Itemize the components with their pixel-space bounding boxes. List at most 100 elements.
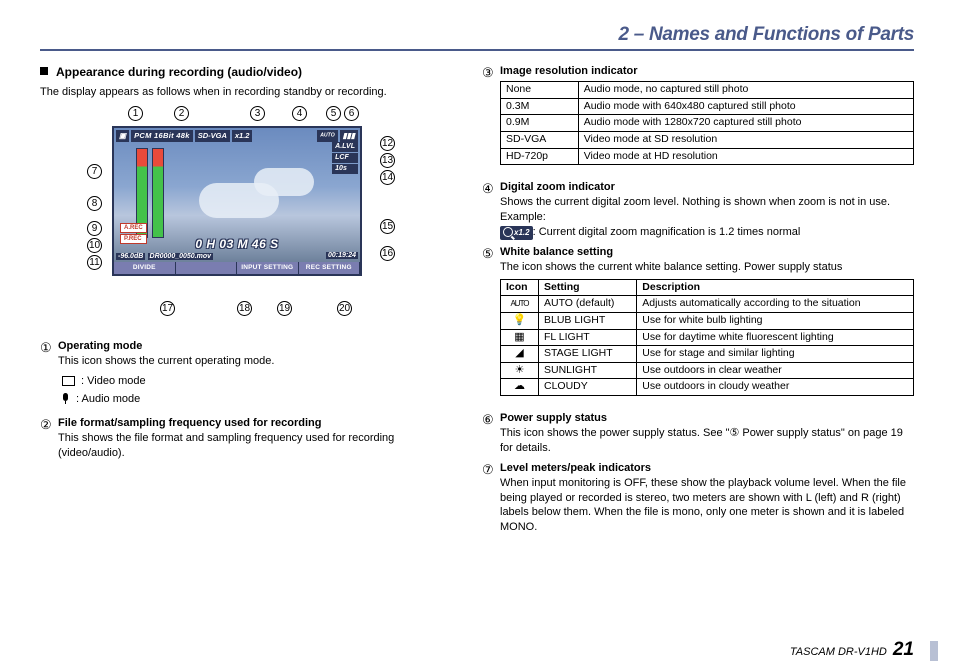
section-title: Appearance during recording (audio/video… (40, 65, 454, 79)
tab-rec: REC SETTING (299, 262, 361, 274)
intro-text: The display appears as follows when in r… (40, 85, 454, 100)
lcd-res: SD-VGA (195, 130, 230, 142)
res-desc: Audio mode with 1280x720 captured still … (578, 115, 913, 132)
callout-13: 13 (380, 153, 395, 168)
item-title: Digital zoom indicator (500, 181, 914, 193)
item-desc: The icon shows the current white balance… (500, 260, 914, 275)
callout-2: 2 (174, 106, 189, 121)
item-number: ⑦ (482, 462, 500, 535)
item-6: ⑥ Power supply status This icon shows th… (482, 412, 914, 456)
item-title: Level meters/peak indicators (500, 462, 914, 474)
table-row: HD-720pVideo mode at HD resolution (501, 148, 914, 165)
lcd-wb-icon: ᴬᵁᵀᴼ (317, 130, 338, 142)
tab-blank (176, 262, 238, 274)
item-desc: This icon shows the current operating mo… (58, 354, 454, 369)
item-title: White balance setting (500, 246, 914, 258)
zoom-badge-icon: x1.2 (500, 226, 533, 240)
wb-setting: FL LIGHT (539, 329, 637, 346)
callout-11: 11 (87, 255, 102, 270)
video-mode-icon (62, 376, 75, 386)
item-number: ③ (482, 65, 500, 175)
callout-9: 9 (87, 221, 102, 236)
table-header: Icon Setting Description (501, 279, 914, 296)
section-title-text: Appearance during recording (audio/video… (56, 65, 302, 79)
callout-3: 3 (250, 106, 265, 121)
resolution-table: NoneAudio mode, no captured still photo … (500, 81, 914, 165)
res-desc: Video mode at HD resolution (578, 148, 913, 165)
lcd-figure: ▣ PCM 16Bit 48k SD-VGA x1.2 ᴬᵁᵀᴼ ▮▮▮ A.L… (82, 106, 412, 326)
res-desc: Audio mode with 640x480 captured still p… (578, 98, 913, 115)
auto-icon: AUTO (510, 300, 528, 308)
footer-brand: TASCAM DR-V1HD (790, 646, 887, 658)
lcd-screen: ▣ PCM 16Bit 48k SD-VGA x1.2 ᴬᵁᵀᴼ ▮▮▮ A.L… (112, 126, 362, 276)
wb-setting: SUNLIGHT (539, 362, 637, 379)
table-row: SD-VGAVideo mode at SD resolution (501, 131, 914, 148)
res-key: 0.9M (501, 115, 579, 132)
callout-7: 7 (87, 164, 102, 179)
fl-icon: ▦ (514, 332, 524, 343)
callout-17: 17 (160, 301, 175, 316)
page-number: 21 (893, 639, 914, 661)
mode-row: : Video mode (62, 375, 454, 387)
mode-label: : Video mode (81, 375, 146, 387)
square-bullet-icon (40, 67, 48, 75)
mode-row: : Audio mode (62, 393, 454, 405)
res-key: None (501, 82, 579, 99)
wb-setting: BLUB LIGHT (539, 312, 637, 329)
audio-mode-icon (62, 393, 70, 404)
arec-badge: A.REC (120, 223, 147, 233)
item-title: Image resolution indicator (500, 65, 914, 77)
table-row: ◢STAGE LIGHTUse for stage and similar li… (501, 346, 914, 363)
page-corner-icon (930, 641, 938, 661)
zoom-example: x1.2: Current digital zoom magnification… (500, 225, 914, 240)
lcd-topbar: ▣ PCM 16Bit 48k SD-VGA x1.2 ᴬᵁᵀᴼ ▮▮▮ (116, 130, 358, 142)
callout-4: 4 (292, 106, 307, 121)
lcd-timer: 10s (332, 164, 358, 174)
wb-desc: Use for daytime white fluorescent lighti… (637, 329, 914, 346)
table-row: 0.9MAudio mode with 1280x720 captured st… (501, 115, 914, 132)
table-row: NoneAudio mode, no captured still photo (501, 82, 914, 99)
callout-10: 10 (87, 238, 102, 253)
item-title: Operating mode (58, 340, 454, 352)
item-desc: This shows the file format and sampling … (58, 431, 454, 461)
wb-desc: Use for stage and similar lighting (637, 346, 914, 363)
item-desc: When input monitoring is OFF, these show… (500, 476, 914, 535)
callout-8: 8 (87, 196, 102, 211)
lcd-db: -96.0dB (116, 253, 145, 260)
res-desc: Audio mode, no captured still photo (578, 82, 913, 99)
wb-h-icon: Icon (501, 279, 539, 296)
item-desc: Shows the current digital zoom level. No… (500, 195, 914, 210)
item-7: ⑦ Level meters/peak indicators When inpu… (482, 462, 914, 535)
callout-16: 16 (380, 246, 395, 261)
callout-6: 6 (344, 106, 359, 121)
lcd-remain: 00:19:24 (326, 252, 358, 259)
table-row: ☀SUNLIGHTUse outdoors in clear weather (501, 362, 914, 379)
item-number: ⑥ (482, 412, 500, 456)
lcd-bottom: 0 H 03 M 46 S -96.0dB DR0000_0050.mov 00… (116, 237, 358, 260)
table-row: 💡BLUB LIGHTUse for white bulb lighting (501, 312, 914, 329)
wb-icon-cell: AUTO (501, 296, 539, 313)
item-1: ① Operating mode This icon shows the cur… (40, 340, 454, 411)
item-2: ② File format/sampling frequency used fo… (40, 417, 454, 461)
item-title: File format/sampling frequency used for … (58, 417, 454, 429)
tab-input: INPUT SETTING (237, 262, 299, 274)
lcd-lcf: LCF (332, 153, 358, 163)
sun-icon: ☀ (515, 365, 525, 376)
lcd-file: DR0000_0050.mov (148, 253, 214, 260)
wb-setting: AUTO (default) (539, 296, 637, 313)
lcd-tabbar: DIVIDE INPUT SETTING REC SETTING (114, 262, 360, 274)
item-3: ③ Image resolution indicator NoneAudio m… (482, 65, 914, 175)
lcd-mode-icon: ▣ (116, 130, 129, 142)
item-number: ④ (482, 181, 500, 240)
left-column: Appearance during recording (audio/video… (40, 65, 454, 541)
stage-icon: ◢ (515, 348, 523, 359)
page-footer: TASCAM DR-V1HD 21 (790, 639, 914, 661)
zoom-desc: : Current digital zoom magnification is … (533, 226, 801, 238)
res-key: SD-VGA (501, 131, 579, 148)
right-column: ③ Image resolution indicator NoneAudio m… (482, 65, 914, 541)
callout-19: 19 (277, 301, 292, 316)
meter-r (152, 148, 164, 238)
callout-1: 1 (128, 106, 143, 121)
wb-h-setting: Setting (539, 279, 637, 296)
table-row: ☁CLOUDYUse outdoors in cloudy weather (501, 379, 914, 396)
